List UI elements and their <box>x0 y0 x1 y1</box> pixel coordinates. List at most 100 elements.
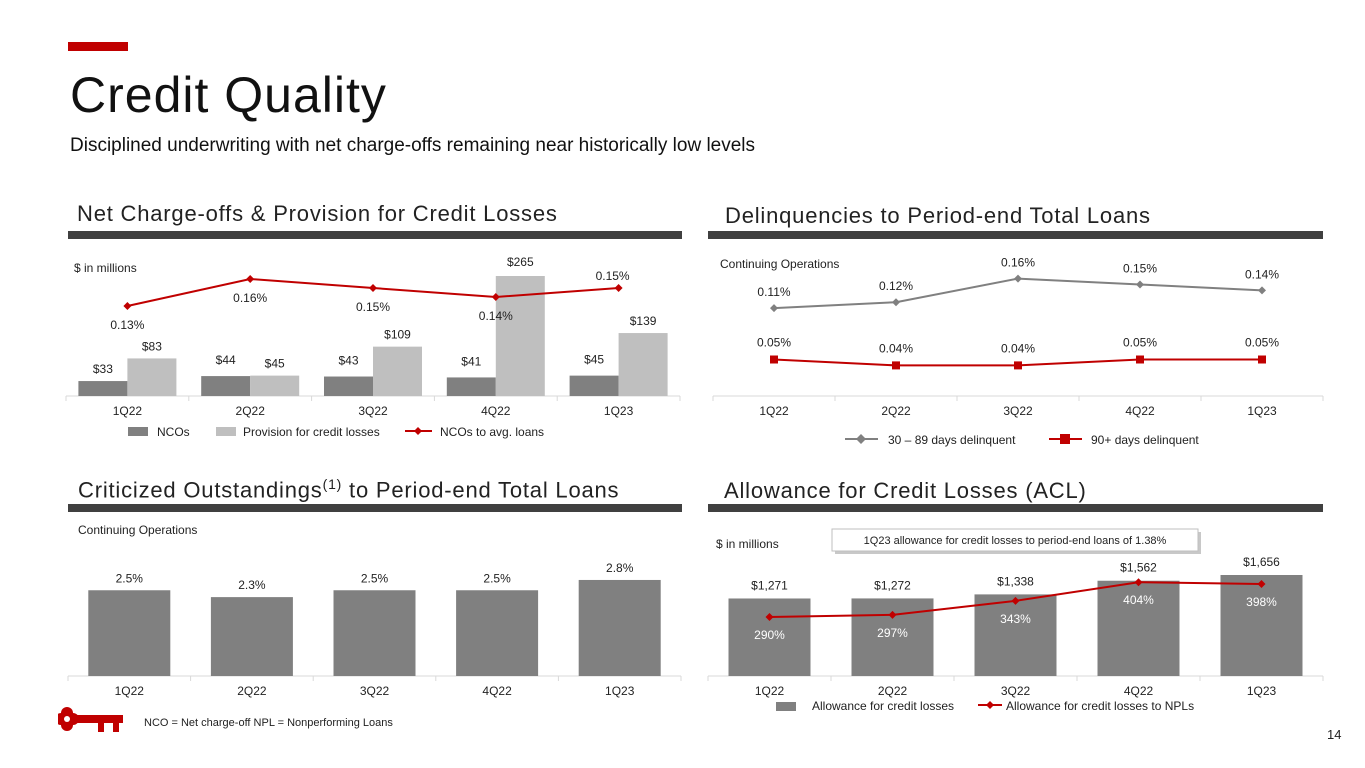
nco-tick-label: 1Q23 <box>604 404 634 418</box>
nco-ratio-point <box>246 275 255 283</box>
nco-bar <box>78 381 128 396</box>
nco-tick-label: 1Q22 <box>113 404 143 418</box>
nco-bar-label: $45 <box>584 353 604 367</box>
acl-bar-label: $1,271 <box>751 578 788 592</box>
delinquency-90-plus-point <box>1258 355 1266 364</box>
legend-marker-ratio <box>414 427 422 435</box>
nco-bar-label: $33 <box>93 362 113 376</box>
legend-swatch-provision <box>216 427 236 436</box>
criticized-bar-label: 2.5% <box>116 571 144 585</box>
nco-bar <box>324 376 373 396</box>
provision-bar-label: $139 <box>630 314 657 328</box>
criticized-bar <box>88 590 171 676</box>
page-subtitle: Disciplined underwriting with net charge… <box>70 135 756 156</box>
legend-swatch-nco <box>128 427 148 436</box>
delinquency-90-plus-label: 0.05% <box>757 336 791 350</box>
acl-callout-text: 1Q23 allowance for credit losses to peri… <box>864 535 1167 547</box>
provision-bar-label: $45 <box>265 357 285 371</box>
criticized-bar <box>210 597 293 676</box>
delinquency-tick-label: 4Q22 <box>1125 404 1155 418</box>
provision-bar <box>373 346 422 396</box>
acl-panel-rule <box>708 504 1323 512</box>
acl-bar <box>974 594 1057 676</box>
delinquency-30-89-point <box>770 304 778 313</box>
delinquency-30-89-label: 0.15% <box>1123 262 1157 276</box>
nco-bar <box>201 376 251 396</box>
delinquency-30-89-label: 0.16% <box>1001 256 1035 270</box>
acl-npl-ratio-point <box>888 610 897 619</box>
provision-bar-label: $109 <box>384 328 411 342</box>
criticized-bar-label: 2.5% <box>483 571 511 585</box>
provision-bar-label: $83 <box>142 339 162 353</box>
criticized-bar <box>333 590 416 676</box>
page-title: Credit Quality <box>70 67 387 123</box>
provision-bar-label: $265 <box>507 255 534 269</box>
criticized-bar <box>456 590 539 676</box>
criticized-bar-label: 2.5% <box>361 571 389 585</box>
nco-panel-title: Net Charge-offs & Provision for Credit L… <box>77 201 558 226</box>
nco-ratio-point <box>369 284 377 292</box>
delinquency-90-plus-label: 0.04% <box>879 341 913 355</box>
provision-bar <box>127 358 177 396</box>
nco-bar-label: $43 <box>338 354 358 368</box>
acl-bar <box>1220 575 1303 676</box>
legend-marker-30-89 <box>856 434 866 444</box>
delinquency-90-plus-point <box>892 361 900 370</box>
acl-npl-ratio-point <box>1011 596 1020 605</box>
nco-ratio-label: 0.15% <box>356 300 390 314</box>
delinquency-tick-label: 3Q22 <box>1003 404 1033 418</box>
acl-tick-label: 3Q22 <box>1001 684 1031 698</box>
nco-ratio-point <box>614 284 623 292</box>
legend-marker-acl-npl <box>986 701 994 709</box>
key-logo-icon <box>58 707 123 732</box>
criticized-tick-label: 4Q22 <box>482 684 512 698</box>
nco-ratio-label: 0.13% <box>110 318 144 332</box>
nco-tick-label: 3Q22 <box>358 404 388 418</box>
delinquency-panel-rule <box>708 231 1323 239</box>
legend-label-nco: NCOs <box>157 425 190 439</box>
criticized-bar-label: 2.3% <box>238 578 266 592</box>
criticized-panel-rule <box>68 504 682 512</box>
acl-tick-label: 4Q22 <box>1124 684 1154 698</box>
title-accent-bar <box>68 42 128 51</box>
nco-tick-label: 4Q22 <box>481 404 511 418</box>
delinquency-90-plus-label: 0.05% <box>1245 336 1279 350</box>
nco-bar <box>569 375 619 396</box>
legend-label-provision: Provision for credit losses <box>243 425 380 439</box>
legend-label-acl-npl: Allowance for credit losses to NPLs <box>1006 699 1194 713</box>
acl-bar-label: $1,562 <box>1120 561 1157 575</box>
delinquency-tick-label: 2Q22 <box>881 404 911 418</box>
criticized-tick-label: 2Q22 <box>237 684 267 698</box>
acl-tick-label: 2Q22 <box>878 684 908 698</box>
nco-tick-label: 2Q22 <box>236 404 266 418</box>
delinquency-30-89-label: 0.12% <box>879 279 913 293</box>
criticized-tick-label: 1Q22 <box>115 684 145 698</box>
acl-bar <box>728 598 811 676</box>
delinquency-30-89-line <box>773 277 1263 310</box>
acl-tick-label: 1Q22 <box>755 684 785 698</box>
nco-bar <box>446 377 496 396</box>
delinquency-panel-title: Delinquencies to Period-end Total Loans <box>725 203 1151 228</box>
legend-marker-90-plus <box>1060 434 1070 444</box>
footnote: NCO = Net charge-off NPL = Nonperforming… <box>144 717 393 729</box>
delinquency-30-89-point <box>1014 274 1022 283</box>
delinquency-30-89-label: 0.14% <box>1245 267 1279 281</box>
nco-bar-label: $44 <box>216 353 236 367</box>
nco-ratio-point <box>491 293 500 301</box>
acl-npl-ratio-point <box>1134 578 1143 587</box>
legend-swatch-acl <box>776 702 796 711</box>
page-number: 14 <box>1327 727 1342 742</box>
nco-panel-rule <box>68 231 682 239</box>
acl-bar-label: $1,338 <box>997 574 1034 588</box>
delinquency-90-plus-label: 0.05% <box>1123 336 1157 350</box>
acl-bar-label: $1,656 <box>1243 555 1280 569</box>
acl-bar <box>1097 580 1180 676</box>
delinquency-90-plus-point <box>770 355 778 364</box>
acl-npl-ratio-label: 343% <box>1000 612 1031 626</box>
acl-unit-note: $ in millions <box>716 537 779 551</box>
nco-bar-label: $41 <box>461 354 481 368</box>
delinquency-90-plus-point <box>1014 361 1022 370</box>
delinquency-note: Continuing Operations <box>720 257 839 271</box>
criticized-bar <box>578 579 661 676</box>
